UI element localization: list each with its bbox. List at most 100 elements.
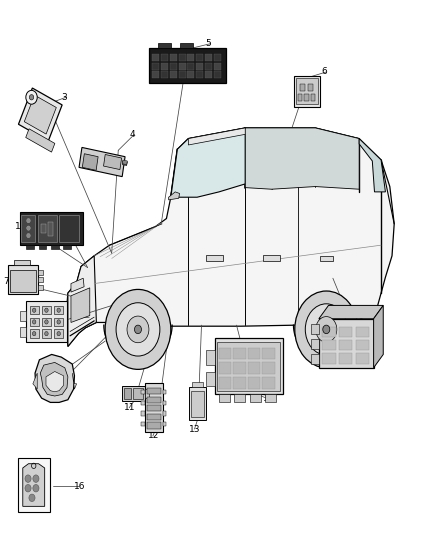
Bar	[196, 63, 203, 70]
Bar	[320, 256, 333, 261]
Bar	[158, 43, 171, 48]
Bar	[262, 377, 275, 389]
Polygon shape	[71, 288, 90, 322]
Circle shape	[25, 475, 31, 482]
Bar	[38, 285, 43, 290]
Bar	[219, 394, 230, 402]
Bar	[262, 362, 275, 374]
Bar	[122, 160, 127, 165]
Circle shape	[33, 475, 39, 482]
Bar	[217, 342, 280, 391]
Circle shape	[32, 320, 36, 324]
Circle shape	[27, 226, 30, 230]
Bar	[319, 319, 374, 368]
Bar	[248, 348, 260, 359]
Bar	[206, 350, 215, 365]
Bar	[145, 389, 149, 398]
Bar	[141, 390, 145, 394]
Bar	[145, 383, 163, 432]
Text: 12: 12	[148, 432, 159, 440]
Bar	[311, 94, 315, 101]
Bar	[152, 63, 159, 70]
Bar	[141, 411, 145, 416]
Circle shape	[45, 320, 48, 324]
Bar	[24, 95, 57, 134]
Text: 10: 10	[44, 362, 55, 371]
Circle shape	[32, 308, 36, 312]
Circle shape	[25, 484, 31, 492]
Bar	[133, 388, 143, 399]
Circle shape	[26, 90, 37, 104]
Bar	[196, 54, 203, 61]
Circle shape	[45, 308, 48, 312]
Polygon shape	[245, 128, 359, 189]
Bar	[265, 394, 276, 402]
Circle shape	[27, 233, 30, 238]
Bar	[233, 362, 246, 374]
Bar	[161, 71, 168, 78]
Bar	[103, 155, 122, 169]
Bar	[54, 306, 63, 314]
Bar	[14, 260, 30, 265]
Bar	[42, 306, 51, 314]
Bar	[233, 377, 246, 389]
Bar	[79, 148, 125, 176]
Bar	[42, 329, 51, 338]
Circle shape	[323, 325, 330, 334]
Bar	[30, 306, 39, 314]
Bar	[191, 391, 204, 417]
Bar	[163, 422, 166, 426]
Text: 15: 15	[359, 345, 371, 353]
Bar	[179, 63, 186, 70]
Text: 7: 7	[4, 277, 9, 286]
Bar	[187, 71, 194, 78]
Text: 14: 14	[263, 394, 274, 403]
Circle shape	[105, 289, 171, 369]
Bar	[179, 71, 186, 78]
Bar	[233, 348, 246, 359]
Bar	[215, 338, 283, 394]
Circle shape	[316, 317, 337, 342]
Bar	[122, 161, 127, 166]
Circle shape	[116, 303, 160, 356]
Bar	[161, 54, 168, 61]
Bar	[39, 245, 46, 249]
Bar	[356, 353, 369, 364]
Bar	[38, 277, 43, 282]
Text: 2: 2	[46, 222, 52, 231]
Bar	[54, 329, 63, 338]
Bar	[30, 318, 39, 326]
Bar	[322, 353, 336, 364]
Bar	[192, 382, 203, 387]
Bar	[152, 54, 159, 61]
Circle shape	[29, 494, 35, 502]
Circle shape	[57, 308, 60, 312]
Polygon shape	[359, 139, 385, 192]
Bar	[163, 411, 166, 416]
Text: 5: 5	[205, 39, 211, 48]
Bar	[30, 329, 39, 338]
Bar	[187, 63, 194, 70]
Bar	[294, 76, 320, 107]
Bar	[180, 43, 193, 48]
Circle shape	[33, 484, 39, 492]
Bar	[322, 340, 336, 350]
Bar	[18, 88, 62, 141]
Bar	[41, 224, 46, 233]
Bar	[54, 318, 63, 326]
Bar	[48, 222, 53, 236]
Bar	[10, 270, 36, 292]
Circle shape	[32, 332, 36, 336]
Bar	[18, 458, 50, 512]
Bar	[21, 215, 35, 242]
Polygon shape	[319, 305, 383, 319]
Bar	[205, 63, 212, 70]
Bar	[147, 422, 161, 429]
Polygon shape	[171, 128, 245, 197]
Polygon shape	[35, 354, 74, 402]
Bar	[187, 54, 194, 61]
Bar	[219, 362, 231, 374]
Bar	[141, 422, 145, 426]
Bar	[356, 327, 369, 337]
Circle shape	[27, 219, 30, 223]
